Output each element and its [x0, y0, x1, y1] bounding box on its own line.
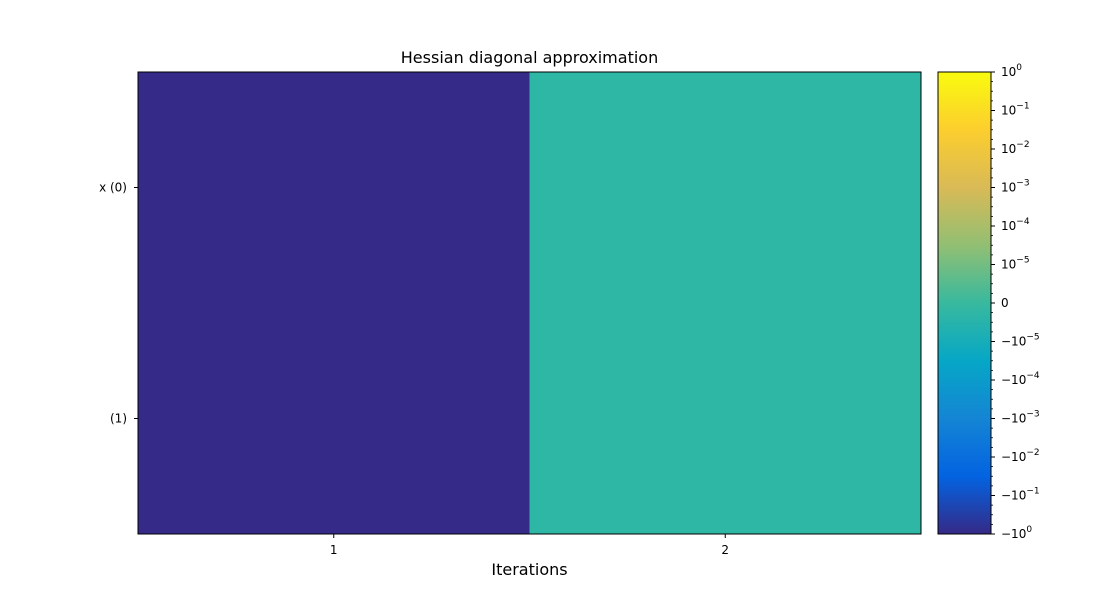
colorbar-tick-label: −10−2 — [1001, 448, 1040, 464]
colorbar-tick-label: −10−4 — [1001, 371, 1040, 387]
x-tick-label: 1 — [330, 543, 338, 557]
colorbar-tick-label: 10−5 — [1001, 256, 1030, 272]
colorbar-ticks: 100 10−1 10−2 10−3 10−4 10−5 0 −10−5 −10−4 −10−3 −… — [991, 63, 1040, 541]
y-axis-ticks: x (0) (1) — [99, 181, 138, 426]
colorbar-tick-label: 0 — [1001, 296, 1009, 310]
colorbar-tick-label: 10−1 — [1001, 102, 1030, 118]
colorbar-tick-label: −100 — [1001, 525, 1032, 541]
colorbar-tick-label: 100 — [1001, 63, 1022, 79]
heatmap-cells — [138, 72, 922, 535]
colorbar-tick-label: −10−5 — [1001, 333, 1040, 349]
heatmap-cell-r0-c0 — [138, 72, 530, 304]
x-tick-label: 2 — [721, 543, 729, 557]
colorbar-tick-label: −10−3 — [1001, 410, 1040, 426]
colorbar-tick-label: −10−1 — [1001, 487, 1040, 503]
heatmap-cell-r0-c1 — [529, 72, 922, 304]
y-tick-label: x (0) — [99, 181, 127, 195]
colorbar-tick-label: 10−2 — [1001, 140, 1030, 156]
colorbar-tick-label: 10−3 — [1001, 179, 1030, 195]
plot-frame — [137, 71, 922, 535]
colorbar-tick-label: 10−4 — [1001, 217, 1030, 233]
chart-title: Hessian diagonal approximation — [401, 48, 658, 67]
heatmap-cell-r1-c0 — [138, 303, 530, 535]
y-tick-label: (1) — [110, 412, 127, 426]
heatmap-cell-r1-c1 — [529, 303, 922, 535]
colorbar — [937, 71, 992, 535]
x-axis-label: Iterations — [491, 560, 567, 579]
